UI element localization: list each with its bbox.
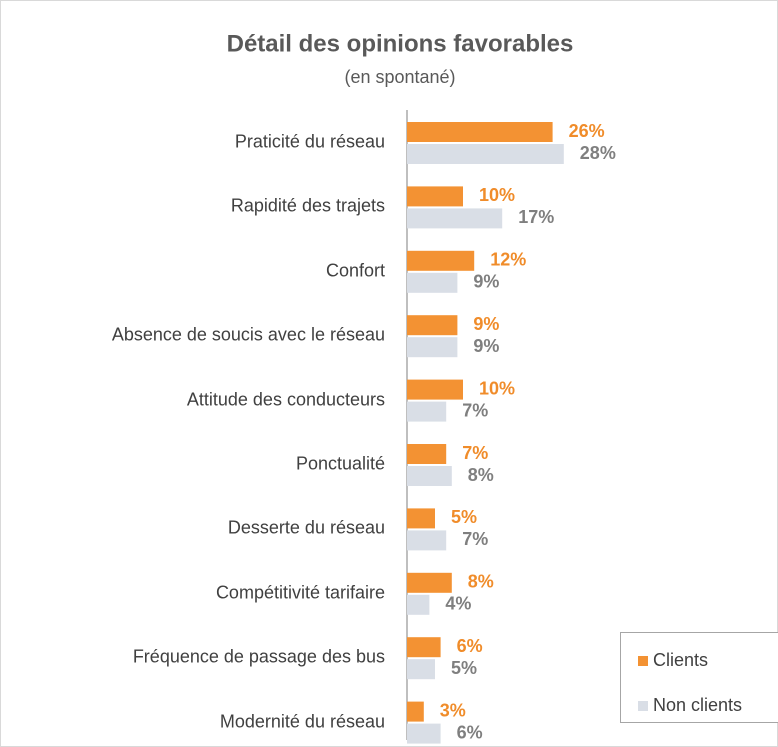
bar — [407, 379, 463, 400]
value-label: 5% — [451, 507, 477, 527]
value-label: 17% — [518, 207, 554, 227]
legend-label: Non clients — [653, 695, 742, 715]
category-label: Ponctualité — [295, 453, 385, 474]
value-label: 10% — [479, 378, 515, 398]
value-label: 7% — [462, 443, 488, 463]
bar — [407, 122, 553, 142]
value-label: 3% — [440, 700, 466, 720]
value-label: 9% — [473, 336, 499, 356]
bar — [407, 186, 463, 207]
category-label: Desserte du réseau — [227, 517, 385, 538]
legend-label: Clients — [653, 650, 708, 670]
value-label: 9% — [473, 272, 499, 292]
bar — [407, 659, 435, 680]
legend-swatch — [638, 656, 648, 666]
category-label: Confort — [325, 260, 385, 281]
value-label: 28% — [580, 143, 616, 163]
value-label: 8% — [468, 465, 494, 485]
category-label: Modernité du réseau — [219, 711, 385, 732]
bar — [407, 530, 447, 551]
chart-title: Détail des opinions favorables — [227, 30, 574, 57]
bar — [407, 572, 452, 593]
category-label: Fréquence de passage des bus — [132, 646, 385, 667]
value-label: 10% — [479, 185, 515, 205]
bar — [407, 144, 564, 164]
value-label: 26% — [569, 121, 605, 141]
category-label: Absence de soucis avec le réseau — [111, 324, 385, 345]
category-label: Attitude des conducteurs — [186, 389, 385, 410]
category-label: Rapidité des trajets — [230, 195, 385, 216]
bar — [407, 272, 458, 293]
bar — [407, 466, 452, 486]
bar — [407, 637, 441, 658]
value-label: 7% — [462, 400, 488, 420]
bar — [407, 444, 447, 464]
chart-subtitle: (en spontané) — [344, 67, 455, 87]
bar — [407, 337, 458, 358]
legend-swatch — [638, 701, 648, 711]
value-label: 5% — [451, 658, 477, 678]
bar — [407, 250, 475, 271]
bar — [407, 401, 447, 422]
bar — [407, 315, 458, 336]
value-label: 9% — [473, 314, 499, 334]
value-label: 7% — [462, 529, 488, 549]
value-label: 6% — [457, 722, 483, 742]
category-label: Compétitivité tarifaire — [215, 582, 385, 603]
value-label: 4% — [445, 594, 471, 614]
value-label: 8% — [468, 572, 494, 592]
value-label: 6% — [457, 636, 483, 656]
category-label: Praticité du réseau — [234, 131, 385, 152]
value-label: 12% — [490, 250, 526, 270]
bar — [407, 508, 435, 529]
bar — [407, 208, 503, 229]
bar — [407, 701, 424, 722]
bar — [407, 594, 430, 615]
bar — [407, 723, 441, 744]
